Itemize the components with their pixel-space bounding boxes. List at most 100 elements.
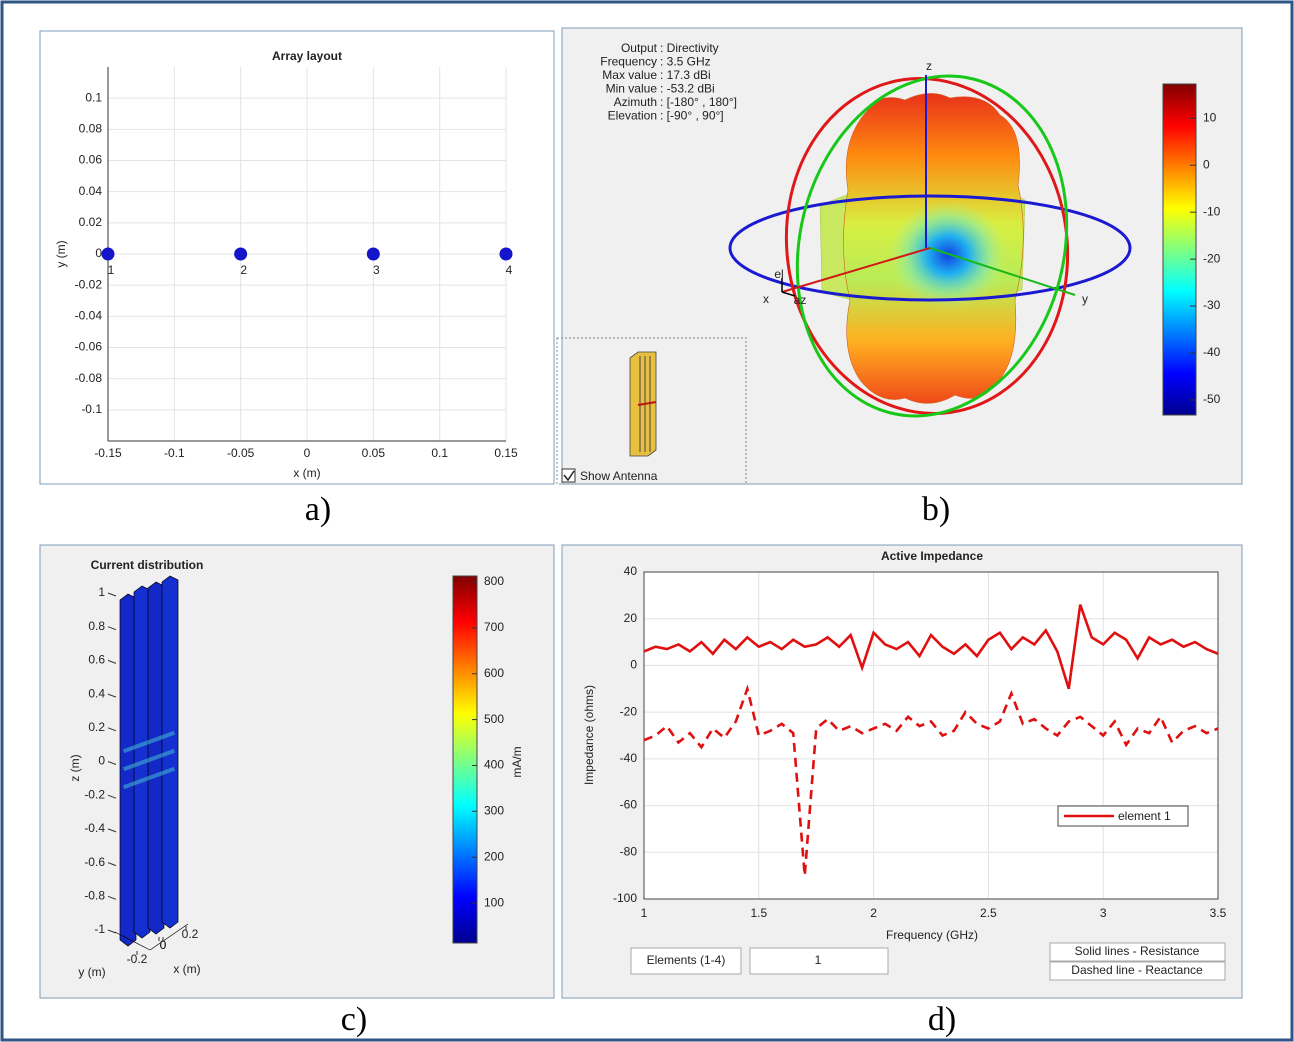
y-tick-label: 0.02 bbox=[79, 215, 103, 229]
element-marker bbox=[234, 248, 247, 261]
y-axis-label: Impedance (ohms) bbox=[582, 685, 596, 785]
y-tick-label: -0.02 bbox=[75, 277, 103, 291]
colorbar-label: mA/m bbox=[510, 746, 524, 777]
info-label: Azimuth bbox=[614, 95, 657, 109]
x-tick-label: 0.2 bbox=[182, 927, 199, 941]
panel-a-frame bbox=[40, 31, 554, 484]
y-tick-label: -0.06 bbox=[75, 340, 103, 354]
colorbar bbox=[1163, 84, 1196, 415]
info-value: : -53.2 dBi bbox=[660, 82, 715, 96]
figure-canvas: a) b) c) d) Show Antenna bbox=[0, 0, 1294, 1042]
z-tick-label: 0 bbox=[98, 754, 105, 768]
z-tick-label: -0.8 bbox=[84, 888, 105, 902]
element-label: 1 bbox=[108, 263, 115, 277]
z-tick-label: -1 bbox=[94, 922, 105, 936]
z-tick-label: 0.6 bbox=[88, 653, 105, 667]
colorbar-tick-label: 800 bbox=[484, 574, 504, 588]
y-tick-label: -80 bbox=[620, 844, 638, 858]
element-label: 3 bbox=[373, 263, 380, 277]
element-marker bbox=[500, 248, 513, 261]
axis-letter: el bbox=[774, 267, 783, 281]
y-tick-label: -0.08 bbox=[75, 371, 103, 385]
info-value: : [-180° , 180°] bbox=[660, 95, 737, 109]
chart-title: Active Impedance bbox=[881, 549, 983, 563]
z-tick-label: -0.2 bbox=[84, 787, 105, 801]
x-tick-label: 0 bbox=[304, 446, 311, 460]
y-tick-label: -100 bbox=[613, 891, 637, 905]
z-tick-label: 1 bbox=[98, 585, 105, 599]
x-tick-label: 0.1 bbox=[431, 446, 448, 460]
z-tick-label: 0.8 bbox=[88, 619, 105, 633]
colorbar-tick-label: -20 bbox=[1203, 251, 1221, 265]
colorbar-tick-label: 600 bbox=[484, 666, 504, 680]
element-marker bbox=[102, 248, 115, 261]
y-axis-label: y (m) bbox=[78, 965, 105, 979]
element-label: 2 bbox=[240, 263, 247, 277]
axis-letter: z bbox=[926, 59, 932, 73]
info-label: Min value bbox=[606, 82, 658, 96]
current-strips bbox=[115, 576, 188, 950]
chart-title: Current distribution bbox=[91, 558, 204, 572]
colorbar-tick-label: -40 bbox=[1203, 345, 1221, 359]
z-axis-label: z (m) bbox=[68, 754, 82, 781]
x-tick-label: -0.1 bbox=[164, 446, 185, 460]
chart-title: Array layout bbox=[272, 49, 342, 63]
y-tick-label: 0 bbox=[95, 246, 102, 260]
axis-letter: x bbox=[763, 292, 769, 306]
plot-area bbox=[644, 572, 1218, 899]
figure: a) b) c) d) Show Antenna bbox=[0, 0, 1294, 1042]
y-axis-label: y (m) bbox=[54, 240, 68, 267]
y-tick-label: 0.06 bbox=[79, 153, 103, 167]
x-tick-label: 2 bbox=[870, 906, 877, 920]
colorbar-tick-label: 200 bbox=[484, 849, 504, 863]
caption: a) bbox=[305, 491, 331, 528]
y-tick-label: 40 bbox=[624, 564, 638, 578]
colorbar-tick-label: 400 bbox=[484, 758, 504, 772]
colorbar-tick-label: -50 bbox=[1203, 392, 1221, 406]
element-marker bbox=[367, 248, 380, 261]
element-label: 4 bbox=[506, 263, 513, 277]
x-tick-label: -0.05 bbox=[227, 446, 255, 460]
colorbar-tick-label: -10 bbox=[1203, 204, 1221, 218]
x-axis-label: x (m) bbox=[173, 962, 200, 976]
z-tick-label: 0.2 bbox=[88, 720, 105, 734]
z-tick-label: -0.6 bbox=[84, 855, 105, 869]
y-tick-label: -40 bbox=[620, 751, 638, 765]
element-value[interactable]: 1 bbox=[815, 953, 822, 967]
x-tick-label: 0 bbox=[160, 938, 167, 952]
y-tick-label: 0.1 bbox=[85, 90, 102, 104]
axis-letter: y bbox=[1082, 292, 1088, 306]
info-value: : 17.3 dBi bbox=[660, 68, 711, 82]
z-tick-label: 0.4 bbox=[88, 686, 105, 700]
info-label: Elevation bbox=[608, 109, 657, 123]
x-tick-label: 2.5 bbox=[980, 906, 997, 920]
x-tick-label: -0.15 bbox=[94, 446, 122, 460]
colorbar-tick-label: 700 bbox=[484, 620, 504, 634]
y-tick-label: -60 bbox=[620, 798, 638, 812]
info-value: : 3.5 GHz bbox=[660, 55, 711, 69]
caption: c) bbox=[341, 1001, 367, 1038]
elements-label: Elements (1-4) bbox=[647, 953, 726, 967]
info-label: Max value bbox=[602, 68, 657, 82]
colorbar-tick-label: 0 bbox=[1203, 157, 1210, 171]
z-tick-label: -0.4 bbox=[84, 821, 105, 835]
x-tick-label: 0.15 bbox=[494, 446, 518, 460]
dashed-note: Dashed line - Reactance bbox=[1071, 963, 1203, 977]
y-tick-label: 0.04 bbox=[79, 184, 103, 198]
x-tick-label: 1.5 bbox=[750, 906, 767, 920]
checkbox-label[interactable]: Show Antenna bbox=[580, 469, 658, 483]
caption: b) bbox=[922, 491, 950, 528]
y-tick-label: 0.08 bbox=[79, 122, 103, 136]
colorbar-tick-label: 500 bbox=[484, 712, 504, 726]
colorbar-tick-label: -30 bbox=[1203, 298, 1221, 312]
y-tick-label: -20 bbox=[620, 704, 638, 718]
legend-label: element 1 bbox=[1118, 809, 1171, 823]
x-tick-label: 0.05 bbox=[362, 446, 386, 460]
colorbar-tick-label: 100 bbox=[484, 895, 504, 909]
antenna-icon bbox=[630, 352, 656, 456]
info-label: Output bbox=[621, 41, 658, 55]
info-value: : [-90° , 90°] bbox=[660, 109, 724, 123]
y-tick-label: -0.2 bbox=[127, 952, 148, 966]
x-axis-label: x (m) bbox=[293, 466, 320, 480]
colorbar-tick-label: 300 bbox=[484, 804, 504, 818]
